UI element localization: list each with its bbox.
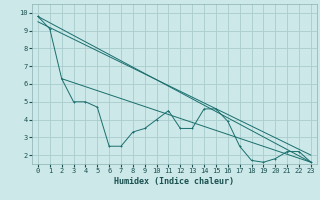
X-axis label: Humidex (Indice chaleur): Humidex (Indice chaleur): [115, 177, 234, 186]
